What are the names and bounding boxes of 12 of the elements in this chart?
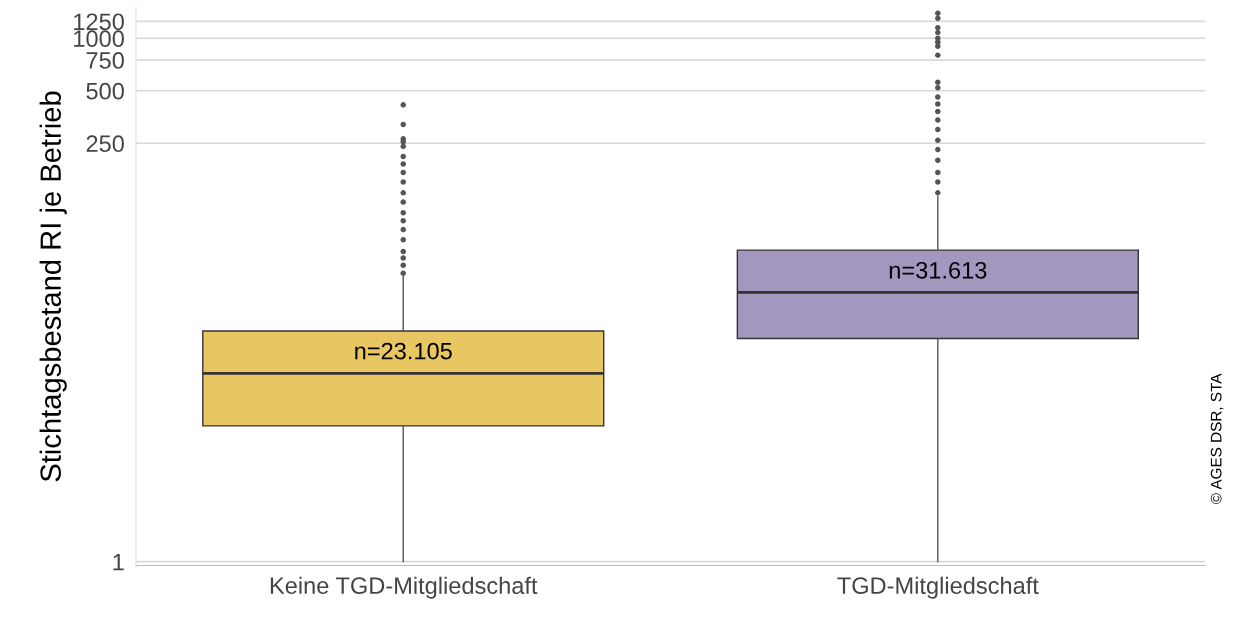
- x-tick-label: Keine TGD-Mitgliedschaft: [270, 576, 538, 599]
- text: © AGES DSR, STA: [1210, 373, 1224, 505]
- y-tick-label: 250: [86, 135, 124, 153]
- annotation: n=31.613: [889, 261, 987, 279]
- y-tick-label: 1250: [74, 13, 124, 31]
- y-tick-label: 500: [86, 82, 124, 100]
- y-tick-label: 1: [113, 553, 124, 571]
- y-tick-label: 750: [86, 52, 124, 69]
- x-tick-label: TGD-Mitgliedschaft: [837, 576, 1039, 599]
- y-tick-label: 1000: [74, 30, 124, 48]
- y-axis-title: Stichtagsbestand RI je Betrieb: [39, 91, 67, 482]
- annotation: n=23.105: [355, 342, 452, 360]
